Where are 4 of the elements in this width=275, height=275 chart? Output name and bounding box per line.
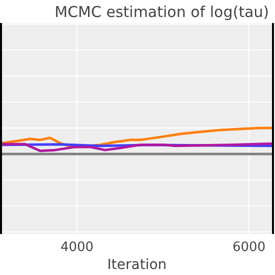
chart-title: MCMC estimation of log(tau) (54, 3, 269, 21)
x-tick-label: 4000 (60, 240, 94, 255)
x-tick-label: 6000 (232, 240, 266, 255)
x-axis-title: Iteration (107, 257, 167, 273)
